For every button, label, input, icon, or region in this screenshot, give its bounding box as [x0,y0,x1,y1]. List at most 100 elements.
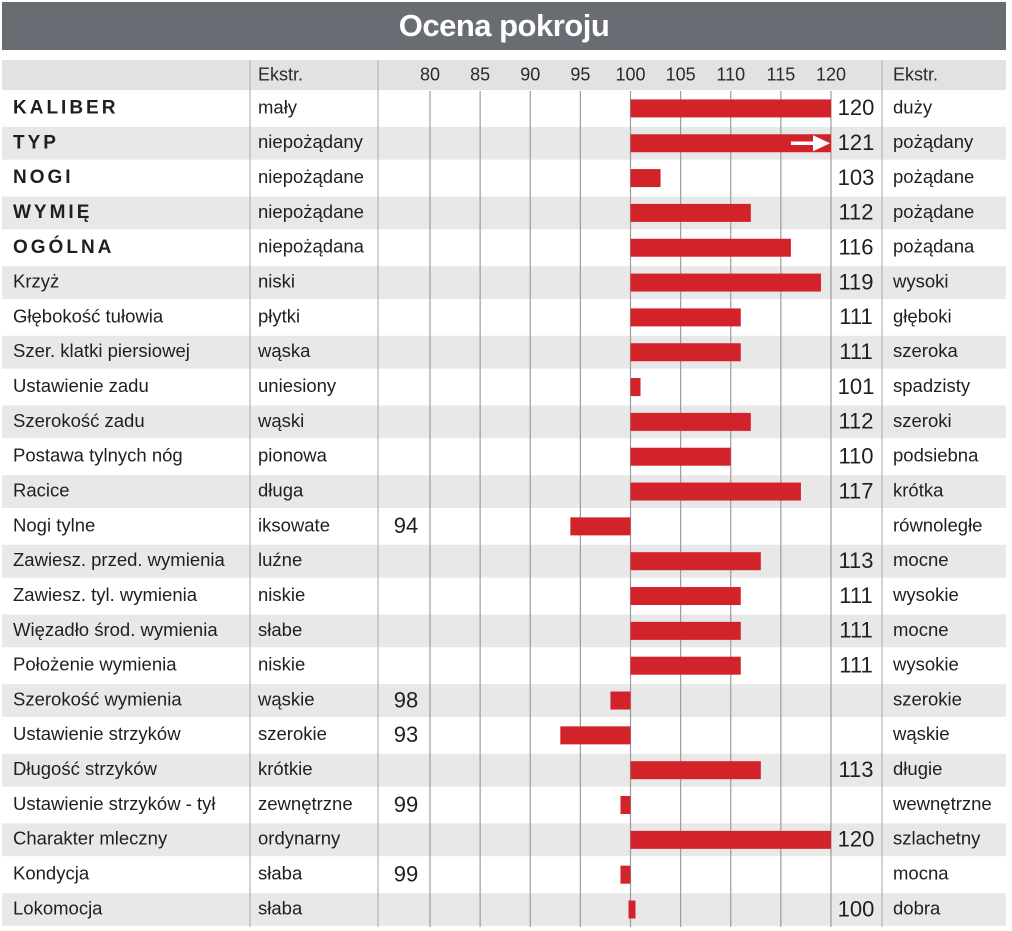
tick-label: 80 [420,64,440,84]
value-label: 100 [838,896,875,921]
left-extreme-label: wąskie [257,688,315,709]
right-extreme-label: szerokie [893,688,962,709]
right-extreme-label: wysokie [892,584,959,605]
value-label: 111 [839,583,872,608]
right-extreme-label: głęboki [893,305,952,326]
value-label: 93 [394,722,418,747]
row-bg [2,857,1006,893]
trait-label: Szerokość wymienia [13,688,182,709]
value-label: 103 [838,165,875,190]
value-label: 112 [838,409,873,434]
right-extreme-label: dobra [893,897,941,918]
left-extreme-label: długa [258,479,304,500]
value-label: 121 [838,130,875,155]
trait-label: Głębokość tułowia [13,305,164,326]
bar [630,621,741,640]
overflow-arrow-icon [813,135,830,152]
trait-label: KALIBER [13,97,118,118]
bar [630,273,821,292]
trait-label: Długość strzyków [13,758,158,779]
right-extreme-label: pożądany [893,131,974,152]
title-bar: Ocena pokroju [2,2,1006,50]
bar [630,482,801,501]
right-extreme-label: równoległe [893,514,982,535]
row-bg [2,299,1006,335]
tick-label: 115 [767,64,796,84]
row-bg [2,508,1006,544]
bar [630,134,831,153]
value-label: 119 [838,269,873,294]
row-bg [2,717,1006,753]
trait-label: OGÓLNA [13,236,114,258]
row-bg [2,439,1006,475]
trait-label: Położenie wymienia [13,654,177,675]
row-bg [2,543,1006,579]
row-bg [2,160,1006,196]
left-extreme-label: mały [258,96,298,117]
left-extreme-label: krótkie [258,758,313,779]
right-extreme-label: mocne [893,549,949,570]
right-extreme-label: podsiebna [893,445,979,466]
trait-label: TYP [13,132,59,153]
trait-label: Ustawienie strzyków - tył [13,793,216,814]
bar [620,796,631,815]
row-bg [2,752,1006,788]
row-bg [2,683,1006,718]
row-bg [2,648,1006,684]
bar [630,343,741,362]
bar [570,517,631,536]
left-extreme-label: wąski [257,410,304,431]
left-extreme-label: ordynarny [258,828,341,849]
value-label: 111 [839,304,872,329]
bar [630,203,751,222]
left-extreme-label: słabe [258,619,302,640]
right-extreme-label: duży [893,96,933,117]
header-row-bg [2,60,1006,91]
bar [630,587,741,606]
left-extreme-label: płytki [258,305,300,326]
value-label: 101 [838,374,875,399]
right-extreme-label: pożądana [893,236,975,257]
value-label: 117 [838,478,873,503]
tick-label: 100 [615,64,645,84]
row-bg [2,787,1006,823]
value-label: 111 [839,339,872,364]
row-bg [2,230,1006,266]
trait-label: NOGI [13,167,74,188]
value-label: 120 [838,95,875,120]
value-label: 110 [838,444,873,469]
bar [630,552,761,571]
row-bg [2,822,1006,858]
right-extreme-label: wewnętrzne [892,793,992,814]
tick-label: 95 [570,64,590,84]
left-extreme-label: luźne [258,549,302,570]
trait-label: Charakter mleczny [13,828,168,849]
bar [630,308,741,327]
right-extreme-label: szeroka [893,340,958,361]
trait-label: Szerokość zadu [13,410,145,431]
right-extreme-label: długie [893,758,942,779]
left-extreme-label: niepożądane [258,201,364,222]
bar [630,412,751,431]
bar [620,865,631,884]
left-extreme-label: niski [258,270,295,291]
right-extreme-label: spadzisty [893,375,971,396]
row-bg [2,613,1006,649]
row-bg [2,578,1006,614]
left-extreme-label: iksowate [258,514,330,535]
right-extreme-label: wąskie [892,723,950,744]
trait-label: Racice [13,479,70,500]
value-label: 113 [838,757,873,782]
header-left-extreme: Ekstr. [258,64,303,84]
trait-label: Szer. klatki piersiowej [13,340,190,361]
value-label: 99 [394,792,418,817]
row-bg [2,195,1006,231]
value-label: 94 [394,513,418,538]
tick-label: 105 [666,64,696,84]
trait-label: Zawiesz. tyl. wymienia [13,584,198,605]
trait-label: Krzyż [13,270,59,291]
bar [630,761,761,780]
left-extreme-label: słaba [258,863,303,884]
bar [628,900,636,919]
